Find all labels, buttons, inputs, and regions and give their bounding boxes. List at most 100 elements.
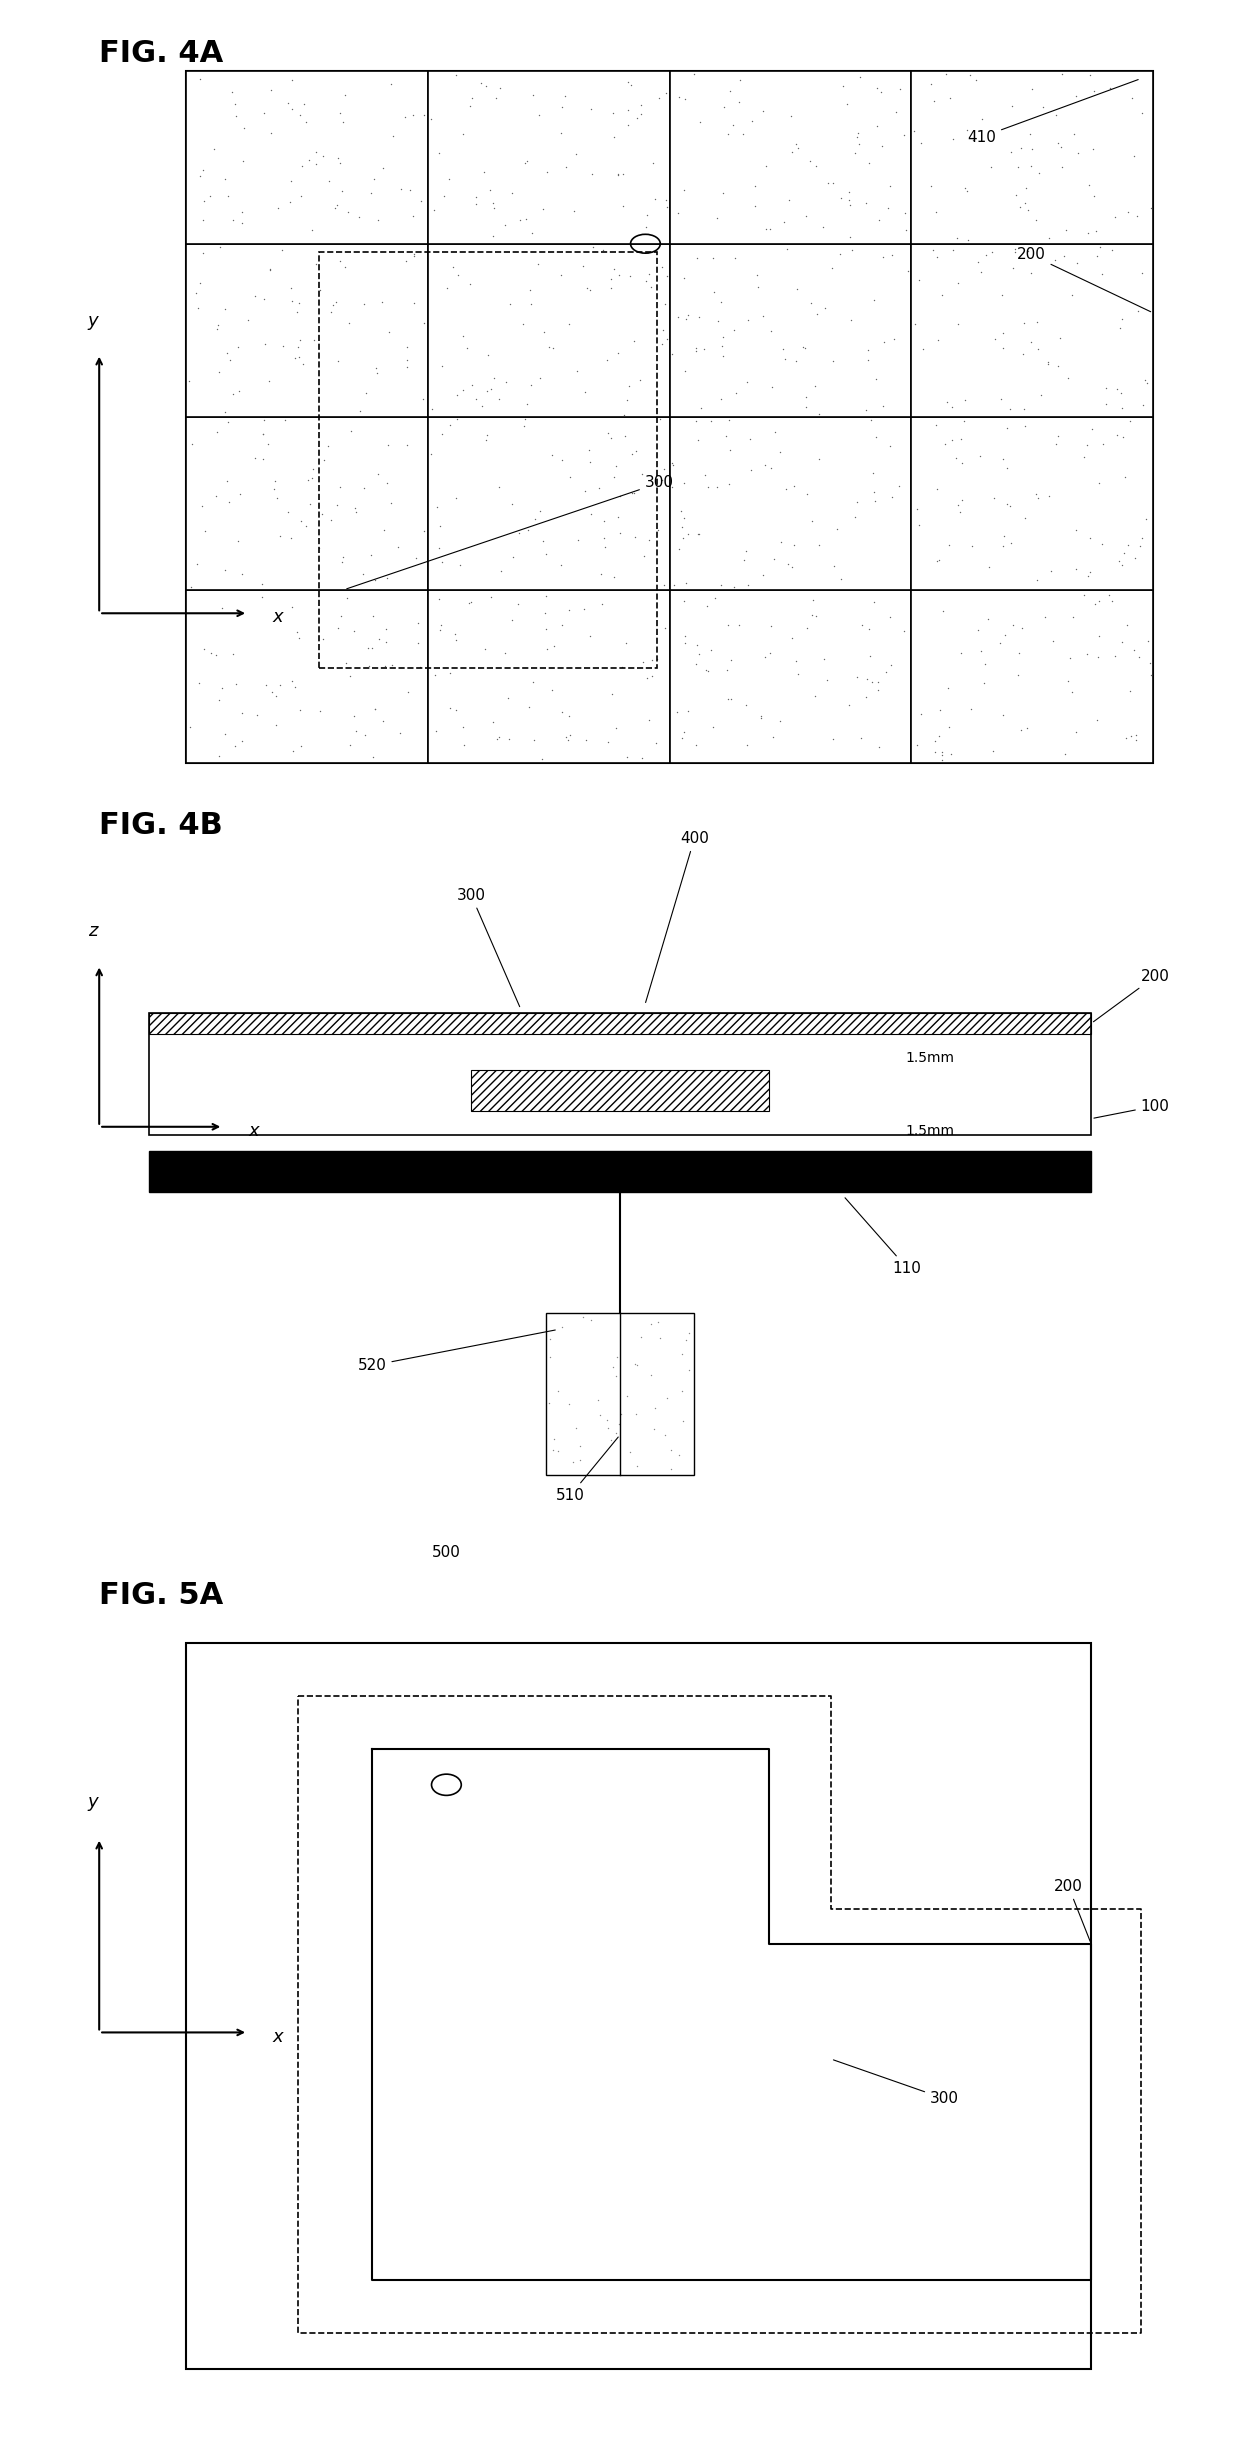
Point <box>972 98 992 138</box>
Point <box>317 425 337 464</box>
Point <box>232 693 252 732</box>
Point <box>238 300 258 339</box>
Point <box>453 371 472 410</box>
Point <box>1115 533 1135 572</box>
Point <box>518 688 538 727</box>
Point <box>656 609 676 649</box>
Point <box>258 425 278 464</box>
Point <box>1092 256 1112 295</box>
Point <box>939 708 959 747</box>
Point <box>632 644 652 683</box>
Point <box>484 184 503 224</box>
Point <box>321 501 341 541</box>
Bar <box>428 243 670 418</box>
Point <box>904 111 924 150</box>
Point <box>932 592 952 631</box>
Point <box>1001 133 1021 172</box>
Point <box>476 415 496 455</box>
Point <box>455 725 475 764</box>
Point <box>608 155 627 194</box>
Point <box>1050 128 1070 167</box>
Point <box>343 612 363 651</box>
Point <box>383 115 403 155</box>
Point <box>1027 474 1047 514</box>
Bar <box>186 1644 1091 2369</box>
Point <box>859 636 879 676</box>
Point <box>567 351 587 391</box>
Text: y: y <box>88 1794 98 1811</box>
Point <box>807 295 827 334</box>
Point <box>694 457 714 496</box>
Point <box>361 172 381 211</box>
Point <box>440 405 460 445</box>
Bar <box>911 590 1153 762</box>
Point <box>941 735 961 774</box>
Point <box>254 400 274 440</box>
Point <box>1021 115 1040 155</box>
Point <box>982 233 1002 273</box>
Point <box>647 639 667 678</box>
Point <box>670 76 689 115</box>
Point <box>529 359 549 398</box>
Point <box>869 727 889 767</box>
Point <box>939 526 959 565</box>
Point <box>618 1376 637 1415</box>
Point <box>873 238 893 278</box>
Point <box>281 268 301 307</box>
Point <box>217 462 237 501</box>
Point <box>997 408 1017 447</box>
Point <box>706 580 725 619</box>
Point <box>1061 673 1081 713</box>
Point <box>650 398 670 437</box>
Point <box>388 526 408 565</box>
Point <box>614 396 634 435</box>
Text: 300: 300 <box>833 2059 959 2106</box>
Point <box>446 690 466 730</box>
Point <box>322 285 342 324</box>
Point <box>808 526 828 565</box>
Point <box>1014 302 1034 342</box>
Point <box>673 462 693 501</box>
Point <box>867 106 887 145</box>
Point <box>341 410 361 450</box>
Point <box>1111 373 1131 413</box>
Point <box>568 521 588 560</box>
Point <box>642 641 662 681</box>
Point <box>675 499 694 538</box>
Point <box>224 84 244 123</box>
Point <box>673 1400 693 1440</box>
Point <box>319 162 339 201</box>
Point <box>290 319 310 359</box>
Point <box>539 1383 559 1423</box>
Point <box>676 300 696 339</box>
Point <box>887 93 906 133</box>
Point <box>753 91 773 130</box>
Point <box>689 103 709 143</box>
Point <box>1120 671 1140 710</box>
Point <box>839 219 859 258</box>
Point <box>516 400 536 440</box>
Point <box>203 130 223 170</box>
Point <box>259 251 279 290</box>
Point <box>475 629 495 668</box>
Text: FIG. 4B: FIG. 4B <box>99 811 223 840</box>
Point <box>626 1447 646 1486</box>
Point <box>1006 229 1025 268</box>
Point <box>556 76 575 115</box>
Point <box>404 236 424 275</box>
Point <box>632 455 652 494</box>
Point <box>649 1302 668 1342</box>
Point <box>603 93 622 133</box>
Point <box>784 526 804 565</box>
Point <box>191 155 211 194</box>
Point <box>1029 152 1049 192</box>
Point <box>559 1383 579 1423</box>
Point <box>923 231 942 270</box>
Point <box>605 558 625 597</box>
Point <box>689 634 709 673</box>
Point <box>842 231 862 270</box>
Point <box>289 619 309 658</box>
Point <box>802 595 822 634</box>
Point <box>686 329 706 369</box>
Point <box>691 388 711 428</box>
